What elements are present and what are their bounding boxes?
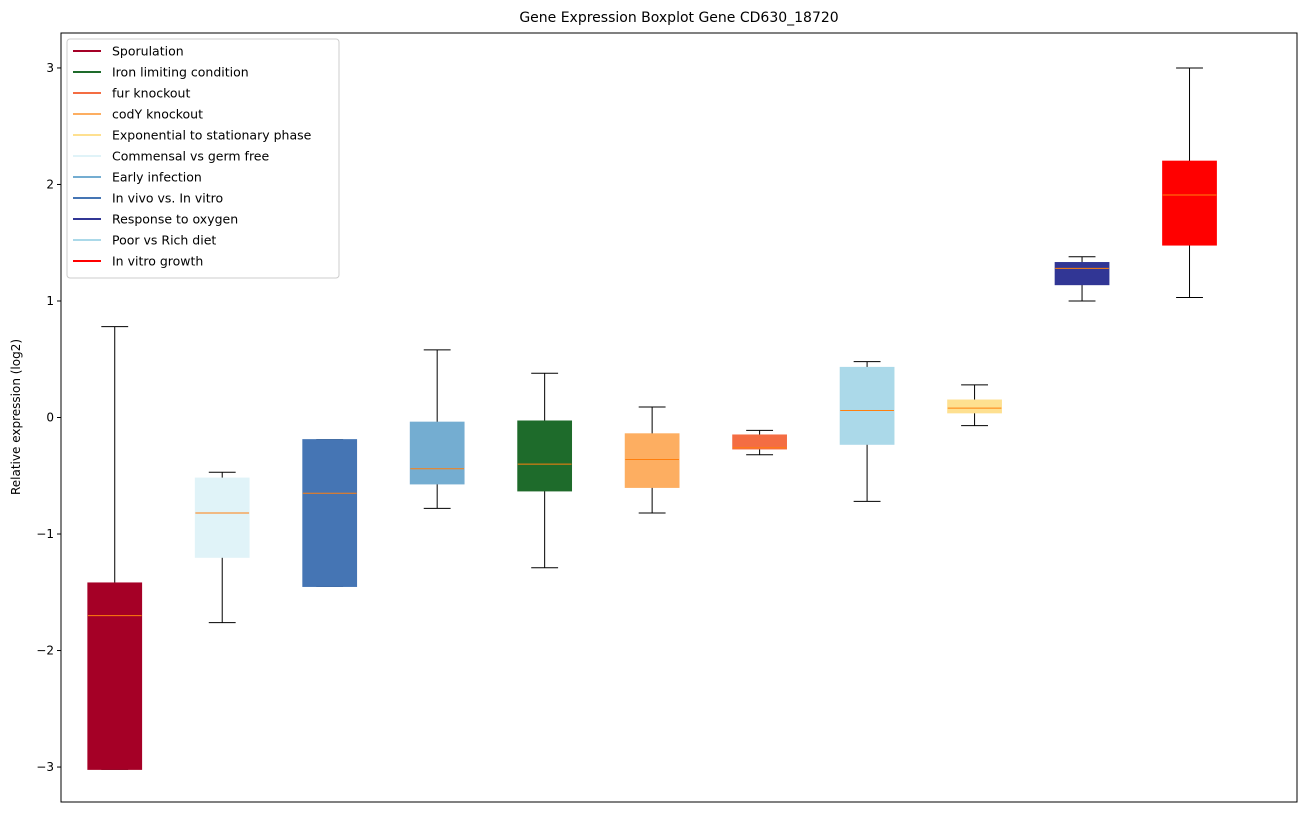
legend-item: Poor vs Rich diet xyxy=(73,233,216,248)
legend-label: Exponential to stationary phase xyxy=(112,128,312,143)
y-tick-label: −1 xyxy=(36,527,54,541)
box-3 xyxy=(302,439,358,587)
legend: Sporulation Iron limiting condition fur kn… xyxy=(66,38,340,279)
legend-label: In vivo vs. In vitro xyxy=(112,191,223,206)
box-6 xyxy=(624,406,680,514)
box-iqr xyxy=(302,439,358,587)
box-7 xyxy=(732,429,787,456)
y-tick-label: 0 xyxy=(46,411,54,425)
y-tick-label: −2 xyxy=(36,644,54,658)
legend-label: In vitro growth xyxy=(112,254,203,269)
box-iqr xyxy=(517,420,573,492)
plot-area-frame xyxy=(60,32,1298,803)
legend-label: Poor vs Rich diet xyxy=(112,233,216,248)
box-iqr xyxy=(732,434,787,450)
box-iqr xyxy=(1162,160,1217,246)
y-tick-label: 1 xyxy=(46,294,54,308)
legend-label: Iron limiting condition xyxy=(112,65,249,80)
y-axis-ticks: 3 2 1 0 −1 −2 −3 xyxy=(36,61,61,774)
legend-label: Sporulation xyxy=(112,44,184,59)
box-2 xyxy=(194,471,250,624)
legend-label: codY knockout xyxy=(112,107,203,122)
legend-item: In vivo vs. In vitro xyxy=(73,191,223,206)
box-iqr xyxy=(1054,262,1110,286)
y-tick-label: 3 xyxy=(46,61,54,75)
boxes-layer xyxy=(87,67,1217,770)
box-10 xyxy=(1054,256,1110,302)
legend-item: codY knockout xyxy=(73,107,203,122)
legend-item: Early infection xyxy=(73,170,202,185)
legend-label: Early infection xyxy=(112,170,202,185)
legend-item: Exponential to stationary phase xyxy=(73,128,312,143)
legend-item: fur knockout xyxy=(73,86,190,101)
legend-item: In vitro growth xyxy=(73,254,203,269)
y-tick-label: 2 xyxy=(46,177,54,191)
box-iqr xyxy=(947,399,1002,414)
box-11 xyxy=(1162,67,1217,298)
box-iqr xyxy=(87,582,143,770)
chart-title: Gene Expression Boxplot Gene CD630_18720 xyxy=(519,10,838,26)
legend-item: Iron limiting condition xyxy=(73,65,249,80)
legend-item: Sporulation xyxy=(73,44,184,59)
box-5 xyxy=(517,372,573,569)
legend-label: Response to oxygen xyxy=(112,212,238,227)
box-9 xyxy=(947,384,1002,427)
legend-label: fur knockout xyxy=(112,86,190,101)
y-axis-label: Relative expression (log2) xyxy=(9,339,23,495)
box-4 xyxy=(409,349,465,509)
legend-item: Commensal vs germ free xyxy=(73,149,269,164)
box-iqr xyxy=(839,366,895,445)
box-iqr xyxy=(194,477,250,558)
legend-label: Commensal vs germ free xyxy=(112,149,269,164)
box-8 xyxy=(839,361,895,502)
box-iqr xyxy=(409,421,465,485)
box-iqr xyxy=(624,433,680,488)
y-tick-label: −3 xyxy=(36,760,54,774)
legend-item: Response to oxygen xyxy=(73,212,238,227)
legend-frame xyxy=(66,38,340,279)
box-1 xyxy=(87,326,143,770)
